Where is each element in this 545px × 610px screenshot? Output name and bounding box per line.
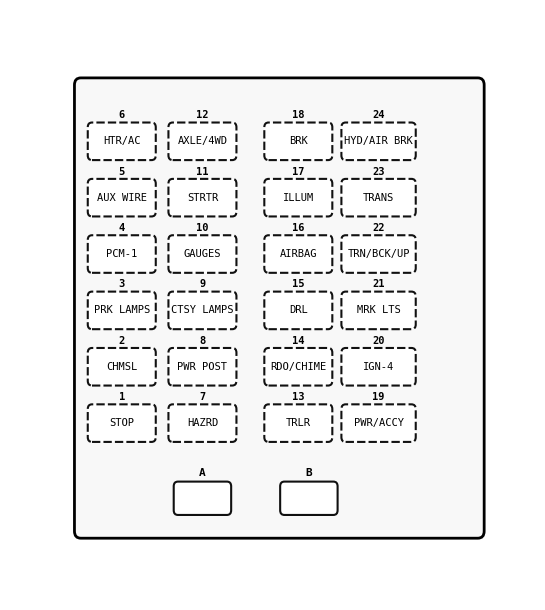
- Text: 22: 22: [372, 223, 385, 233]
- Text: 5: 5: [119, 167, 125, 176]
- Text: DRL: DRL: [289, 306, 308, 315]
- Text: CHMSL: CHMSL: [106, 362, 137, 371]
- Text: STRTR: STRTR: [187, 193, 218, 203]
- FancyBboxPatch shape: [341, 404, 416, 442]
- Text: 15: 15: [292, 279, 305, 289]
- FancyBboxPatch shape: [341, 179, 416, 217]
- FancyBboxPatch shape: [88, 404, 156, 442]
- Text: PCM-1: PCM-1: [106, 249, 137, 259]
- FancyBboxPatch shape: [264, 348, 332, 386]
- FancyBboxPatch shape: [168, 292, 237, 329]
- Text: PWR/ACCY: PWR/ACCY: [354, 418, 403, 428]
- FancyBboxPatch shape: [168, 404, 237, 442]
- FancyBboxPatch shape: [168, 179, 237, 217]
- FancyBboxPatch shape: [75, 78, 484, 538]
- Text: AUX WIRE: AUX WIRE: [97, 193, 147, 203]
- Text: 4: 4: [119, 223, 125, 233]
- Text: ILLUM: ILLUM: [283, 193, 314, 203]
- Text: IGN-4: IGN-4: [363, 362, 394, 371]
- Text: HTR/AC: HTR/AC: [103, 136, 141, 146]
- Text: HAZRD: HAZRD: [187, 418, 218, 428]
- Text: 12: 12: [196, 110, 209, 120]
- Text: PWR POST: PWR POST: [178, 362, 227, 371]
- Text: 24: 24: [372, 110, 385, 120]
- FancyBboxPatch shape: [174, 482, 231, 515]
- FancyBboxPatch shape: [264, 179, 332, 217]
- FancyBboxPatch shape: [341, 123, 416, 160]
- Text: AIRBAG: AIRBAG: [280, 249, 317, 259]
- Text: CTSY LAMPS: CTSY LAMPS: [171, 306, 234, 315]
- FancyBboxPatch shape: [264, 404, 332, 442]
- Text: 18: 18: [292, 110, 305, 120]
- Text: B: B: [306, 468, 312, 478]
- Text: TRN/BCK/UP: TRN/BCK/UP: [347, 249, 410, 259]
- Text: GAUGES: GAUGES: [184, 249, 221, 259]
- Text: 11: 11: [196, 167, 209, 176]
- Text: HYD/AIR BRK: HYD/AIR BRK: [344, 136, 413, 146]
- Text: RDO/CHIME: RDO/CHIME: [270, 362, 326, 371]
- FancyBboxPatch shape: [168, 348, 237, 386]
- Text: 1: 1: [119, 392, 125, 402]
- FancyBboxPatch shape: [341, 235, 416, 273]
- FancyBboxPatch shape: [88, 179, 156, 217]
- Text: MRK LTS: MRK LTS: [356, 306, 401, 315]
- FancyBboxPatch shape: [341, 348, 416, 386]
- Text: 20: 20: [372, 336, 385, 346]
- Text: A: A: [199, 468, 206, 478]
- Text: 3: 3: [119, 279, 125, 289]
- Text: 13: 13: [292, 392, 305, 402]
- FancyBboxPatch shape: [88, 123, 156, 160]
- FancyBboxPatch shape: [88, 348, 156, 386]
- Text: 10: 10: [196, 223, 209, 233]
- Text: TRLR: TRLR: [286, 418, 311, 428]
- Text: AXLE/4WD: AXLE/4WD: [178, 136, 227, 146]
- FancyBboxPatch shape: [280, 482, 337, 515]
- FancyBboxPatch shape: [168, 123, 237, 160]
- Text: 14: 14: [292, 336, 305, 346]
- FancyBboxPatch shape: [264, 235, 332, 273]
- Text: 2: 2: [119, 336, 125, 346]
- FancyBboxPatch shape: [264, 123, 332, 160]
- Text: 23: 23: [372, 167, 385, 176]
- Text: 17: 17: [292, 167, 305, 176]
- Text: STOP: STOP: [109, 418, 134, 428]
- Text: 7: 7: [199, 392, 205, 402]
- Text: 19: 19: [372, 392, 385, 402]
- Text: 8: 8: [199, 336, 205, 346]
- FancyBboxPatch shape: [168, 235, 237, 273]
- Text: 9: 9: [199, 279, 205, 289]
- Text: 16: 16: [292, 223, 305, 233]
- FancyBboxPatch shape: [264, 292, 332, 329]
- Text: PRK LAMPS: PRK LAMPS: [94, 306, 150, 315]
- FancyBboxPatch shape: [88, 235, 156, 273]
- FancyBboxPatch shape: [88, 292, 156, 329]
- Text: 21: 21: [372, 279, 385, 289]
- Text: BRK: BRK: [289, 136, 308, 146]
- Text: TRANS: TRANS: [363, 193, 394, 203]
- Text: 6: 6: [119, 110, 125, 120]
- FancyBboxPatch shape: [341, 292, 416, 329]
